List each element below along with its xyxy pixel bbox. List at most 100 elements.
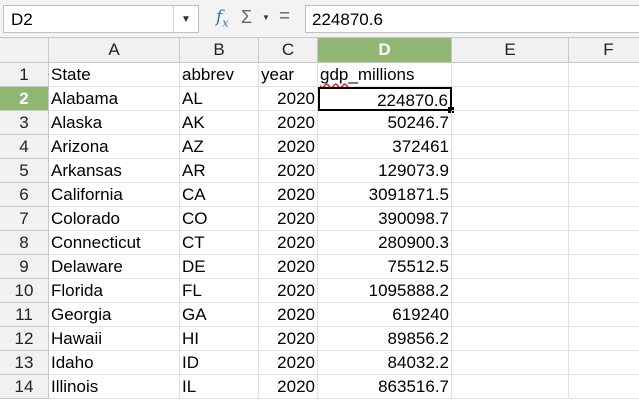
cell-a14[interactable]: Illinois (49, 375, 180, 399)
function-wizard-icon[interactable]: fx (216, 7, 229, 30)
select-all-corner[interactable] (0, 38, 49, 63)
row-header-7[interactable]: 7 (0, 207, 49, 231)
cell-c2[interactable]: 2020 (259, 87, 318, 111)
cell-f3[interactable] (569, 111, 639, 135)
cell-d6[interactable]: 3091871.5 (318, 183, 452, 207)
cell-a9[interactable]: Delaware (49, 255, 180, 279)
cell-f2[interactable] (569, 87, 639, 111)
cell-d7[interactable]: 390098.7 (318, 207, 452, 231)
row-header-6[interactable]: 6 (0, 183, 49, 207)
sum-icon[interactable]: Σ (241, 7, 253, 27)
cell-c6[interactable]: 2020 (259, 183, 318, 207)
chevron-down-icon[interactable]: ▼ (173, 6, 198, 32)
cell-a7[interactable]: Colorado (49, 207, 180, 231)
cell-e9[interactable] (452, 255, 569, 279)
cell-e10[interactable] (452, 279, 569, 303)
row-header-3[interactable]: 3 (0, 111, 49, 135)
cell-c7[interactable]: 2020 (259, 207, 318, 231)
formula-input[interactable]: 224870.6 (305, 5, 639, 33)
cell-b2[interactable]: AL (180, 87, 259, 111)
cell-e12[interactable] (452, 327, 569, 351)
cell-c14[interactable]: 2020 (259, 375, 318, 399)
cell-b5[interactable]: AR (180, 159, 259, 183)
cell-d1[interactable]: gdp_millions (318, 63, 452, 87)
cell-f11[interactable] (569, 303, 639, 327)
cell-d8[interactable]: 280900.3 (318, 231, 452, 255)
cell-b6[interactable]: CA (180, 183, 259, 207)
row-header-5[interactable]: 5 (0, 159, 49, 183)
fill-handle[interactable] (448, 107, 454, 113)
column-header-d[interactable]: D (318, 38, 452, 63)
row-header-1[interactable]: 1 (0, 63, 49, 87)
cell-c13[interactable]: 2020 (259, 351, 318, 375)
cell-d10[interactable]: 1095888.2 (318, 279, 452, 303)
cell-e7[interactable] (452, 207, 569, 231)
cell-f6[interactable] (569, 183, 639, 207)
cell-b11[interactable]: GA (180, 303, 259, 327)
cell-a6[interactable]: California (49, 183, 180, 207)
cell-d3[interactable]: 50246.7 (318, 111, 452, 135)
cell-f12[interactable] (569, 327, 639, 351)
cell-a11[interactable]: Georgia (49, 303, 180, 327)
name-box[interactable]: D2 ▼ (3, 5, 199, 33)
cell-c11[interactable]: 2020 (259, 303, 318, 327)
spreadsheet-grid[interactable]: A B C D E F 1 State abbrev year gdp_millions 2 Alaba… (0, 38, 639, 403)
row-header-9[interactable]: 9 (0, 255, 49, 279)
cell-f13[interactable] (569, 351, 639, 375)
cell-b13[interactable]: ID (180, 351, 259, 375)
row-header-10[interactable]: 10 (0, 279, 49, 303)
cell-e4[interactable] (452, 135, 569, 159)
formula-icon[interactable]: = (279, 6, 291, 27)
cell-c3[interactable]: 2020 (259, 111, 318, 135)
cell-c1[interactable]: year (259, 63, 318, 87)
cell-f7[interactable] (569, 207, 639, 231)
cell-c8[interactable]: 2020 (259, 231, 318, 255)
cell-c10[interactable]: 2020 (259, 279, 318, 303)
cell-c12[interactable]: 2020 (259, 327, 318, 351)
cell-a13[interactable]: Idaho (49, 351, 180, 375)
row-header-4[interactable]: 4 (0, 135, 49, 159)
cell-a2[interactable]: Alabama (49, 87, 180, 111)
cell-f8[interactable] (569, 231, 639, 255)
cell-a4[interactable]: Arizona (49, 135, 180, 159)
cell-f10[interactable] (569, 279, 639, 303)
cell-a10[interactable]: Florida (49, 279, 180, 303)
column-header-a[interactable]: A (49, 38, 180, 63)
column-header-c[interactable]: C (259, 38, 318, 63)
row-header-12[interactable]: 12 (0, 327, 49, 351)
cell-e1[interactable] (452, 63, 569, 87)
sum-dropdown-icon[interactable]: ▼ (262, 13, 270, 22)
cell-d14[interactable]: 863516.7 (318, 375, 452, 399)
cell-c9[interactable]: 2020 (259, 255, 318, 279)
cell-e14[interactable] (452, 375, 569, 399)
row-header-8[interactable]: 8 (0, 231, 49, 255)
cell-a1[interactable]: State (49, 63, 180, 87)
cell-e6[interactable] (452, 183, 569, 207)
cell-d13[interactable]: 84032.2 (318, 351, 452, 375)
cell-a12[interactable]: Hawaii (49, 327, 180, 351)
cell-b14[interactable]: IL (180, 375, 259, 399)
cell-c4[interactable]: 2020 (259, 135, 318, 159)
cell-f9[interactable] (569, 255, 639, 279)
cell-e11[interactable] (452, 303, 569, 327)
cell-d12[interactable]: 89856.2 (318, 327, 452, 351)
cell-d4[interactable]: 372461 (318, 135, 452, 159)
cell-d5[interactable]: 129073.9 (318, 159, 452, 183)
column-header-e[interactable]: E (452, 38, 569, 63)
cell-f1[interactable] (569, 63, 639, 87)
cell-b4[interactable]: AZ (180, 135, 259, 159)
row-header-2[interactable]: 2 (0, 87, 49, 111)
cell-a5[interactable]: Arkansas (49, 159, 180, 183)
cell-b9[interactable]: DE (180, 255, 259, 279)
column-header-f[interactable]: F (569, 38, 639, 63)
row-header-13[interactable]: 13 (0, 351, 49, 375)
cell-a8[interactable]: Connecticut (49, 231, 180, 255)
cell-e5[interactable] (452, 159, 569, 183)
cell-d11[interactable]: 619240 (318, 303, 452, 327)
cell-b10[interactable]: FL (180, 279, 259, 303)
cell-b3[interactable]: AK (180, 111, 259, 135)
cell-e8[interactable] (452, 231, 569, 255)
cell-b7[interactable]: CO (180, 207, 259, 231)
cell-e3[interactable] (452, 111, 569, 135)
cell-b8[interactable]: CT (180, 231, 259, 255)
